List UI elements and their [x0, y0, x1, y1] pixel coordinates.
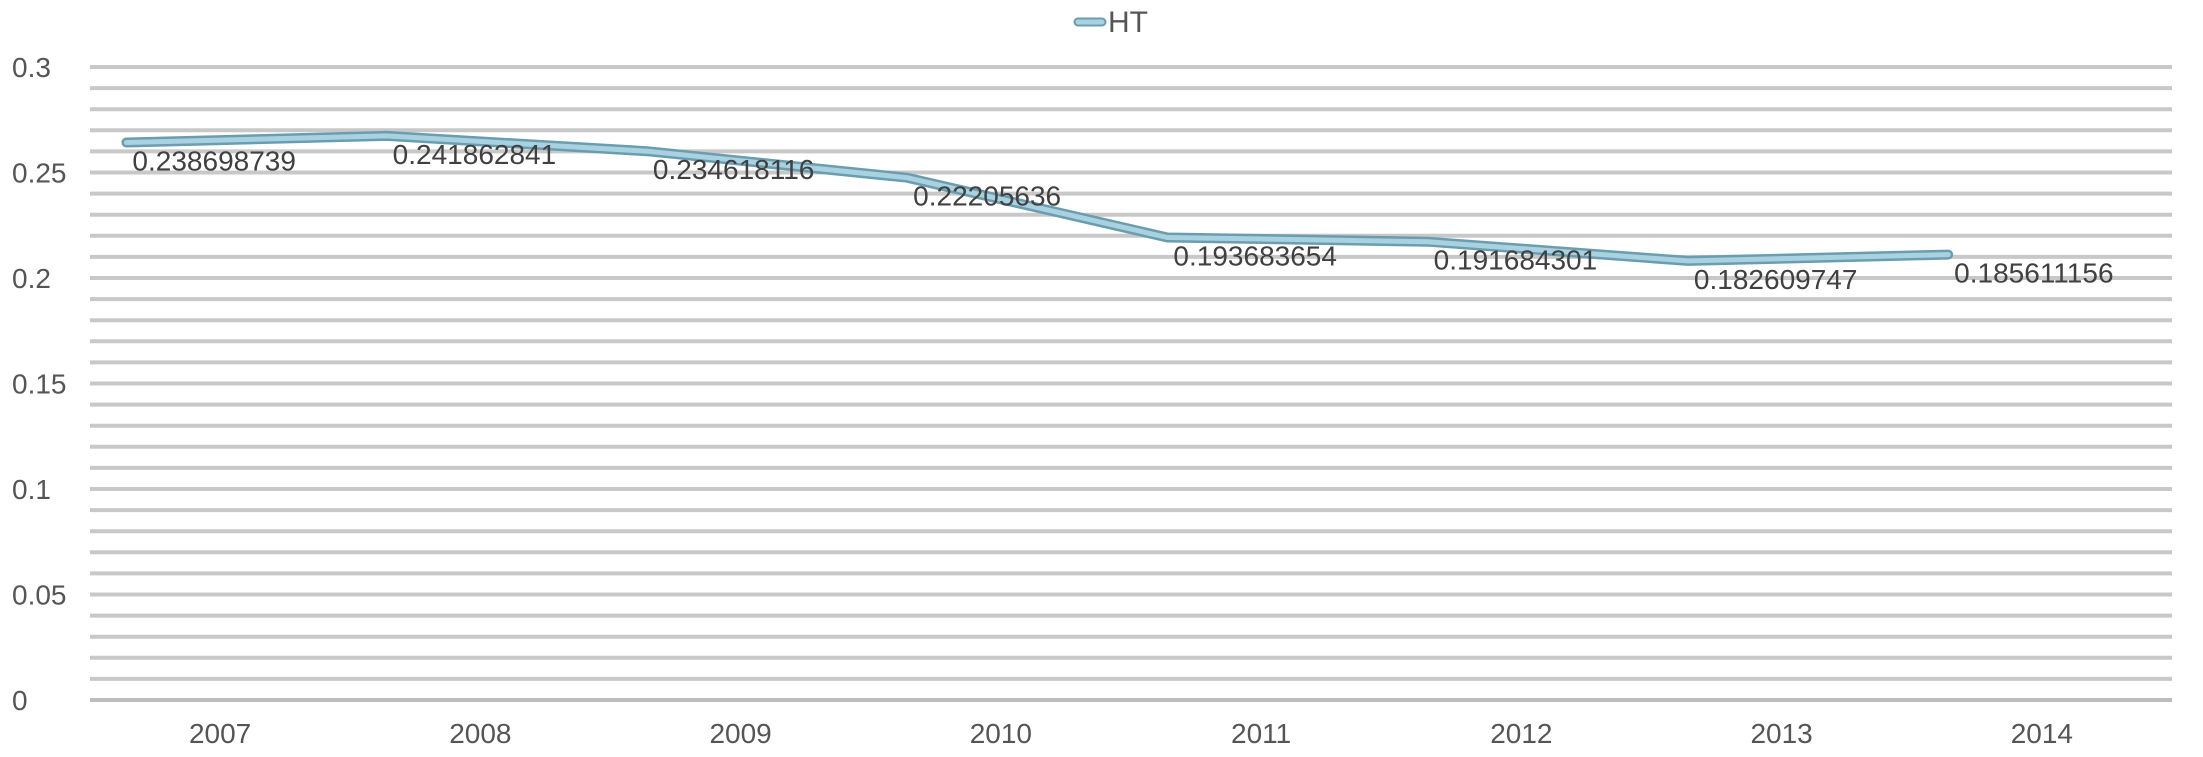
x-axis: 2007 2008 2009 2010 2011 2012 2013 2014	[189, 718, 2073, 749]
data-label: 0.238698739	[132, 146, 296, 177]
x-tick-label: 2011	[1231, 718, 1291, 749]
data-point	[125, 142, 127, 144]
data-label: 0.191684301	[1434, 245, 1598, 276]
y-tick-label: 0.2	[12, 263, 51, 294]
legend-label: HT	[1108, 6, 1148, 39]
y-tick-label: 0.05	[12, 580, 67, 611]
data-label: 0.182609747	[1694, 264, 1858, 295]
data-labels: 0.238698739 0.241862841 0.234618116 0.22205…	[132, 139, 2113, 295]
x-tick-label: 2009	[709, 718, 771, 749]
y-tick-label: 0.3	[12, 52, 51, 83]
x-tick-label: 2007	[189, 718, 251, 749]
series-group	[121, 130, 1954, 266]
x-tick-label: 2013	[1750, 718, 1812, 749]
data-label: 0.193683654	[1173, 241, 1337, 272]
legend: HT	[1073, 6, 1148, 39]
x-tick-label: 2010	[970, 718, 1032, 749]
y-tick-label: 0.15	[12, 369, 67, 400]
data-point	[1687, 260, 1689, 262]
data-point	[386, 135, 388, 137]
x-tick-label: 2012	[1490, 718, 1552, 749]
y-tick-label: 0.25	[12, 158, 67, 189]
data-point	[1947, 254, 1949, 256]
data-label: 0.22205636	[913, 181, 1061, 212]
gridlines	[90, 65, 2172, 702]
y-axis: 0 0.05 0.1 0.15 0.2 0.25 0.3	[12, 52, 67, 716]
y-tick-label: 0.1	[12, 474, 51, 505]
data-point	[1166, 237, 1168, 239]
series-line-ht	[123, 133, 1951, 264]
data-label: 0.234618116	[653, 154, 814, 185]
data-point	[1427, 241, 1429, 243]
data-label: 0.241862841	[393, 139, 557, 170]
data-label: 0.185611156	[1954, 258, 2113, 289]
data-point	[646, 150, 648, 152]
y-tick-label: 0	[12, 685, 28, 716]
data-point	[906, 177, 908, 179]
x-tick-label: 2014	[2011, 718, 2073, 749]
x-tick-label: 2008	[449, 718, 511, 749]
